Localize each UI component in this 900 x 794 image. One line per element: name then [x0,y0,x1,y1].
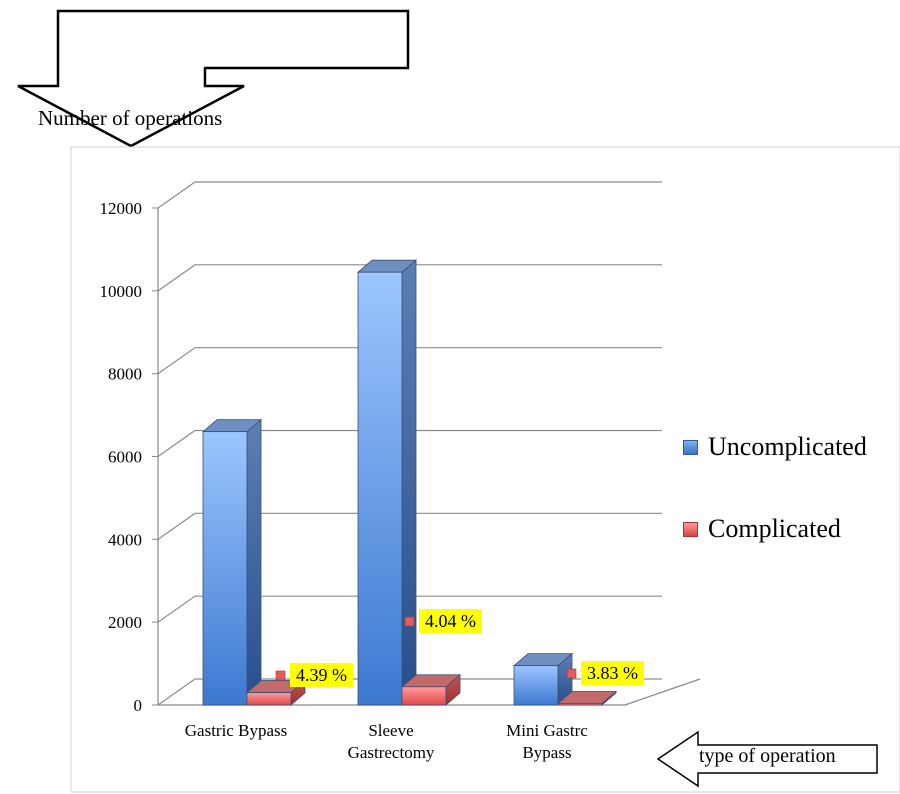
legend-label-complicated: Complicated [708,514,841,543]
gridline [157,595,662,623]
complication-rate-label: 4.39 % [290,663,353,687]
y-axis-label: Number of operations [38,106,223,130]
bars [201,259,618,706]
legend-item-complicated: Complicated [683,514,893,544]
gridline [157,181,662,209]
y-tick-label: 12000 [100,199,143,218]
gridline [157,264,662,292]
gridline [157,429,662,457]
gridline [157,678,662,706]
y-tick-label: 0 [134,696,143,715]
legend-swatch-uncomplicated [683,439,698,455]
legend-item-uncomplicated: Uncomplicated [683,432,893,462]
gridline [157,512,662,540]
left-arrow-shape [656,730,878,788]
legend-label-uncomplicated: Uncomplicated [708,432,867,461]
complication-marker [404,616,415,627]
x-axis-label: type of operation [699,745,836,767]
x-category-label: Mini Gastrc Bypass [506,721,588,762]
bar-complicated [556,690,618,706]
down-arrow-shape [17,9,410,148]
x-category-label: Sleeve Gastrectomy [347,721,435,762]
plot-area [70,146,900,793]
bar-uncomplicated [356,259,418,706]
complication-marker [275,670,286,681]
y-tick-label: 10000 [100,282,143,301]
bar-complicated [400,673,462,706]
gridline [157,347,662,375]
y-tick-label: 6000 [108,448,142,467]
x-category-label: Gastric Bypass [184,721,288,740]
complication-marker [566,668,577,679]
complication-rate-label: 3.83 % [581,661,644,685]
complication-rate-label: 4.04 % [419,609,482,633]
legend-swatch-complicated [683,521,698,537]
y-tick-label: 8000 [108,365,142,384]
y-tick-label: 4000 [108,530,142,549]
gridlines [152,181,662,706]
y-tick-label: 2000 [108,613,142,632]
bar-uncomplicated [201,418,263,706]
y-tick-labels: 0 2000 4000 6000 8000 10000 12000 [100,199,143,715]
bar-uncomplicated [512,652,574,706]
